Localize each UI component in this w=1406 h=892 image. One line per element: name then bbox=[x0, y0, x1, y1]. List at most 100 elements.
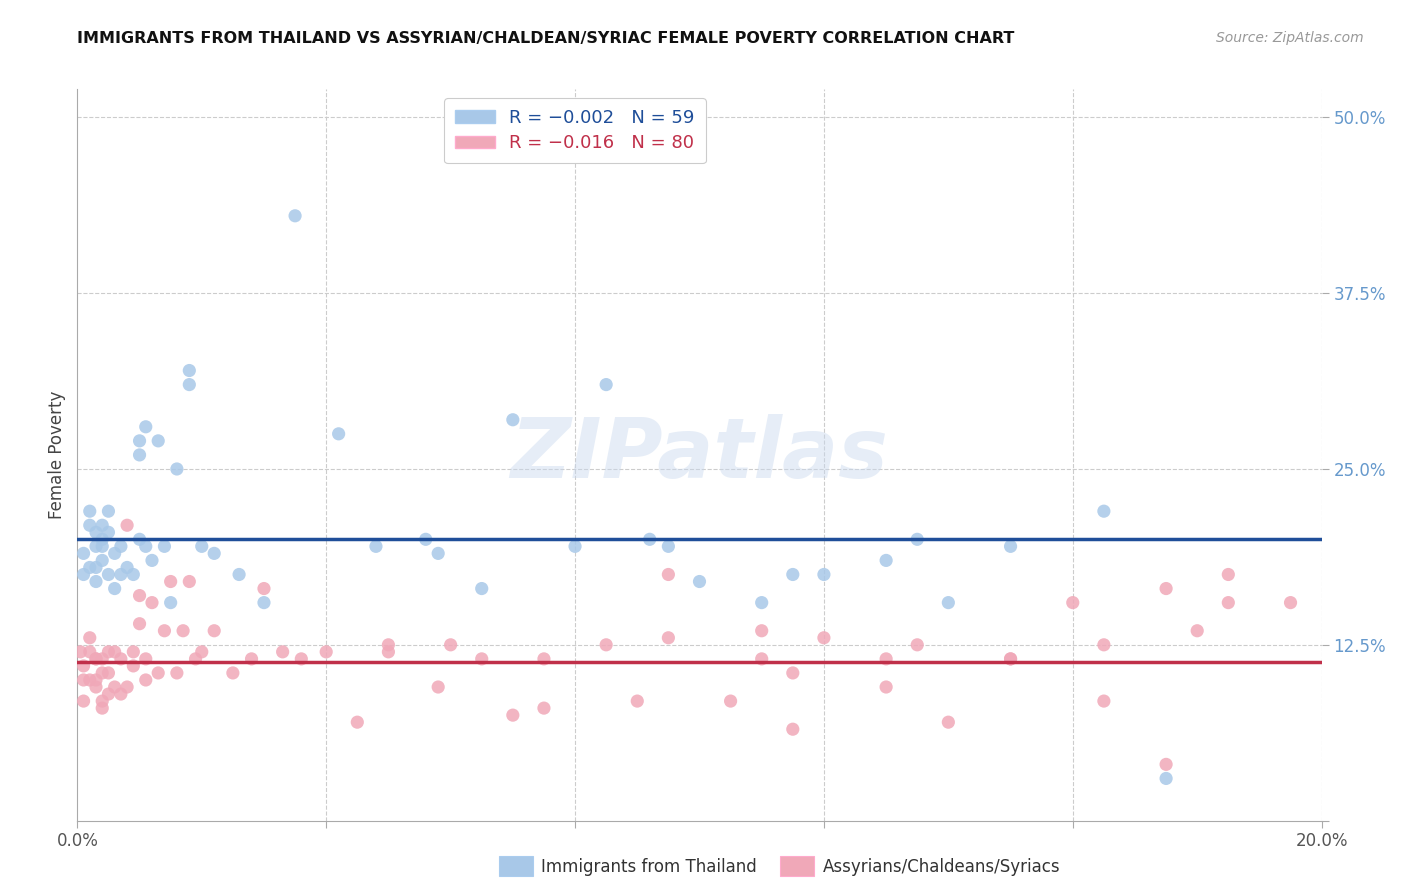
Point bbox=[1092, 694, 1115, 708]
Point bbox=[782, 665, 804, 680]
Point bbox=[141, 553, 163, 567]
Point bbox=[91, 665, 114, 680]
Point bbox=[91, 652, 114, 666]
Point bbox=[84, 652, 107, 666]
Point bbox=[1279, 596, 1302, 610]
Point bbox=[202, 546, 225, 560]
Point bbox=[377, 638, 399, 652]
Point bbox=[253, 596, 276, 610]
Point bbox=[782, 567, 804, 582]
Point bbox=[104, 546, 127, 560]
Point bbox=[153, 624, 176, 638]
Point bbox=[79, 560, 101, 574]
Point bbox=[440, 638, 463, 652]
Point bbox=[122, 645, 145, 659]
Point bbox=[1154, 582, 1177, 596]
Point bbox=[148, 434, 170, 448]
Point bbox=[689, 574, 711, 589]
Point bbox=[905, 533, 928, 547]
Point bbox=[1000, 652, 1022, 666]
Point bbox=[1000, 539, 1022, 553]
Point bbox=[720, 694, 742, 708]
Point bbox=[84, 574, 107, 589]
Point bbox=[91, 553, 114, 567]
Point bbox=[84, 652, 107, 666]
Point bbox=[751, 596, 773, 610]
Point bbox=[91, 518, 114, 533]
Point bbox=[122, 659, 145, 673]
Legend: R = −0.002   N = 59, R = −0.016   N = 80: R = −0.002 N = 59, R = −0.016 N = 80 bbox=[444, 98, 706, 163]
Point bbox=[875, 680, 897, 694]
Point bbox=[79, 518, 101, 533]
Point bbox=[1218, 596, 1240, 610]
Point bbox=[191, 645, 214, 659]
Point bbox=[122, 567, 145, 582]
Point bbox=[875, 652, 897, 666]
Point bbox=[377, 645, 399, 659]
Point bbox=[813, 631, 835, 645]
Point bbox=[346, 715, 368, 730]
Point bbox=[657, 567, 679, 582]
Point bbox=[91, 701, 114, 715]
Point bbox=[938, 596, 960, 610]
Point bbox=[135, 652, 157, 666]
Point bbox=[72, 673, 94, 687]
Point bbox=[84, 525, 107, 540]
Point bbox=[1154, 772, 1177, 786]
Point bbox=[427, 546, 450, 560]
Point bbox=[179, 377, 201, 392]
Point bbox=[364, 539, 387, 553]
Point bbox=[110, 539, 132, 553]
Point bbox=[222, 665, 245, 680]
Point bbox=[595, 377, 617, 392]
Point bbox=[179, 574, 201, 589]
Point bbox=[751, 652, 773, 666]
Point bbox=[938, 715, 960, 730]
Text: Source: ZipAtlas.com: Source: ZipAtlas.com bbox=[1216, 31, 1364, 45]
Point bbox=[104, 680, 127, 694]
Point bbox=[172, 624, 194, 638]
Y-axis label: Female Poverty: Female Poverty bbox=[48, 391, 66, 519]
Point bbox=[228, 567, 250, 582]
Point bbox=[148, 665, 170, 680]
Point bbox=[159, 574, 181, 589]
Point bbox=[128, 533, 150, 547]
Point bbox=[84, 673, 107, 687]
Point bbox=[166, 665, 188, 680]
Point bbox=[471, 652, 494, 666]
Point bbox=[97, 687, 120, 701]
Point bbox=[1092, 504, 1115, 518]
Point bbox=[427, 680, 450, 694]
Point bbox=[166, 462, 188, 476]
Point bbox=[115, 680, 138, 694]
Point bbox=[595, 638, 617, 652]
Point bbox=[875, 553, 897, 567]
Point bbox=[72, 659, 94, 673]
Point bbox=[751, 624, 773, 638]
Text: Immigrants from Thailand: Immigrants from Thailand bbox=[541, 858, 756, 876]
Point bbox=[415, 533, 437, 547]
Point bbox=[104, 582, 127, 596]
Point bbox=[110, 687, 132, 701]
Point bbox=[328, 426, 350, 441]
Point bbox=[533, 652, 555, 666]
Point bbox=[315, 645, 337, 659]
Point bbox=[179, 363, 201, 377]
Point bbox=[153, 539, 176, 553]
Point bbox=[502, 708, 524, 723]
Point bbox=[290, 652, 312, 666]
Point bbox=[79, 673, 101, 687]
Point bbox=[84, 560, 107, 574]
Text: Assyrians/Chaldeans/Syriacs: Assyrians/Chaldeans/Syriacs bbox=[823, 858, 1060, 876]
Point bbox=[271, 645, 294, 659]
Point bbox=[128, 434, 150, 448]
Point bbox=[110, 567, 132, 582]
Point bbox=[1154, 757, 1177, 772]
Point bbox=[202, 624, 225, 638]
Point bbox=[72, 546, 94, 560]
Text: ZIPatlas: ZIPatlas bbox=[510, 415, 889, 495]
Point bbox=[79, 631, 101, 645]
Point bbox=[97, 504, 120, 518]
Point bbox=[97, 567, 120, 582]
Point bbox=[1187, 624, 1209, 638]
